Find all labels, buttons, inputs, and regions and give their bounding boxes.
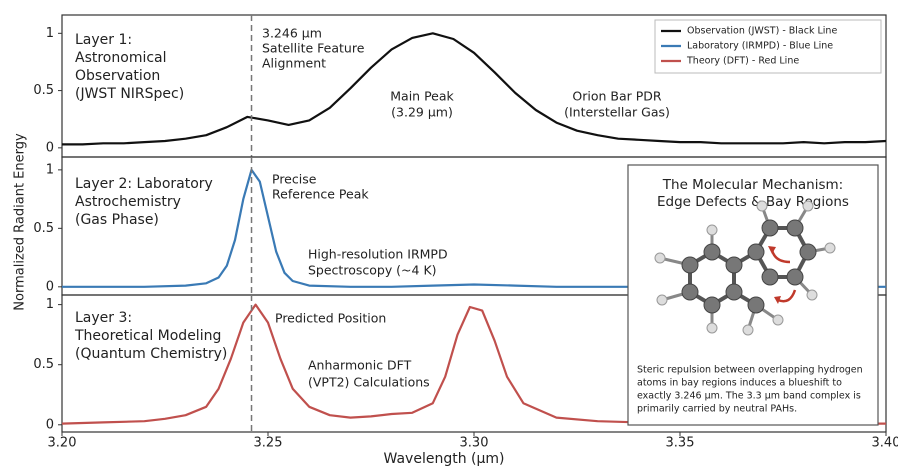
annotation: (JWST NIRSpec): [75, 86, 184, 102]
annotation: Anharmonic DFT: [308, 358, 412, 373]
x-tick-label: 3.40: [872, 436, 898, 451]
annotation: (3.29 µm): [391, 105, 453, 120]
legend-box: [654, 19, 882, 74]
inset-box: [627, 164, 879, 426]
x-tick-label: 3.25: [254, 436, 283, 451]
y-axis-label: Normalized Radiant Energy: [13, 133, 28, 311]
hydrogen-atom: [824, 242, 836, 254]
annotation: Reference Peak: [272, 187, 369, 202]
annotation: Precise: [272, 172, 317, 187]
hydrogen-atom: [772, 314, 784, 326]
x-tick-label: 3.20: [48, 436, 77, 451]
annotation: (Quantum Chemistry): [75, 346, 227, 362]
y-tick-label: 0: [46, 417, 54, 432]
carbon-atom: [786, 268, 804, 286]
annotation: 3.246 µm: [262, 26, 322, 41]
annotation: Satellite Feature: [262, 41, 365, 56]
annotation: (Gas Phase): [75, 212, 159, 228]
y-tick-label: 0.5: [33, 221, 54, 236]
hydrogen-atom: [806, 289, 818, 301]
annotation: (VPT2) Calculations: [308, 375, 430, 390]
x-tick-label: 3.35: [666, 436, 695, 451]
carbon-atom: [761, 268, 779, 286]
y-tick-label: 0: [46, 140, 54, 155]
annotation: Observation: [75, 68, 160, 84]
annotation: Astronomical: [75, 50, 167, 66]
annotation: Predicted Position: [275, 311, 386, 326]
carbon-atom: [703, 243, 721, 261]
arrow: [777, 289, 797, 303]
hydrogen-atom: [656, 294, 668, 306]
annotation: Spectroscopy (~4 K): [308, 263, 437, 278]
legend-label: Observation (JWST) - Black Line: [687, 26, 837, 37]
carbon-atom: [725, 256, 743, 274]
annotation: Layer 2: Laboratory: [75, 176, 213, 192]
annotation: Orion Bar PDR: [572, 89, 662, 104]
inset-caption: primarily carried by neutral PAHs.: [637, 404, 797, 415]
inset-title: The Molecular Mechanism:: [662, 177, 843, 193]
inset-caption: exactly 3.246 µm. The 3.3 µm band comple…: [637, 391, 861, 402]
y-tick-label: 0.5: [33, 83, 54, 98]
legend-label: Theory (DFT) - Red Line: [686, 56, 799, 67]
inset-title: Edge Defects & Bay Regions: [657, 194, 849, 210]
carbon-atom: [799, 243, 817, 261]
carbon-atom: [747, 243, 765, 261]
annotation: (Interstellar Gas): [564, 105, 670, 120]
annotation: Layer 3:: [75, 310, 132, 326]
inset-caption: Steric repulsion between overlapping hyd…: [637, 365, 863, 376]
y-tick-label: 1: [46, 162, 54, 177]
x-axis-label: Wavelength (µm): [384, 451, 505, 467]
y-tick-label: 1: [46, 26, 54, 41]
y-tick-label: 1: [46, 297, 54, 312]
hydrogen-atom: [802, 200, 814, 212]
annotation: Layer 1:: [75, 32, 132, 48]
hydrogen-atom: [706, 224, 718, 236]
carbon-atom: [761, 219, 779, 237]
arrow: [768, 246, 776, 254]
annotation: Alignment: [262, 56, 326, 71]
legend-label: Laboratory (IRMPD) - Blue Line: [687, 41, 833, 52]
inset-caption: atoms in bay regions induces a blueshift…: [637, 378, 842, 389]
hydrogen-atom: [654, 252, 666, 264]
carbon-atom: [747, 296, 765, 314]
carbon-atom: [681, 283, 699, 301]
y-tick-label: 0: [46, 279, 54, 294]
carbon-atom: [725, 283, 743, 301]
annotation: High-resolution IRMPD: [308, 247, 448, 262]
x-tick-label: 3.30: [460, 436, 489, 451]
carbon-atom: [681, 256, 699, 274]
annotation: Astrochemistry: [75, 194, 181, 210]
carbon-atom: [786, 219, 804, 237]
annotation: Theoretical Modeling: [74, 328, 221, 344]
data-line: [62, 168, 886, 288]
data-line: [62, 32, 887, 146]
arrow: [774, 296, 781, 304]
hydrogen-atom: [706, 322, 718, 334]
hydrogen-atom: [742, 324, 754, 336]
data-line: [61, 303, 886, 425]
annotation: Main Peak: [390, 89, 454, 104]
carbon-atom: [703, 296, 721, 314]
inset: The Molecular Mechanism:Edge Defects & B…: [627, 164, 879, 426]
y-tick-label: 0.5: [33, 357, 54, 372]
hydrogen-atom: [756, 200, 768, 212]
